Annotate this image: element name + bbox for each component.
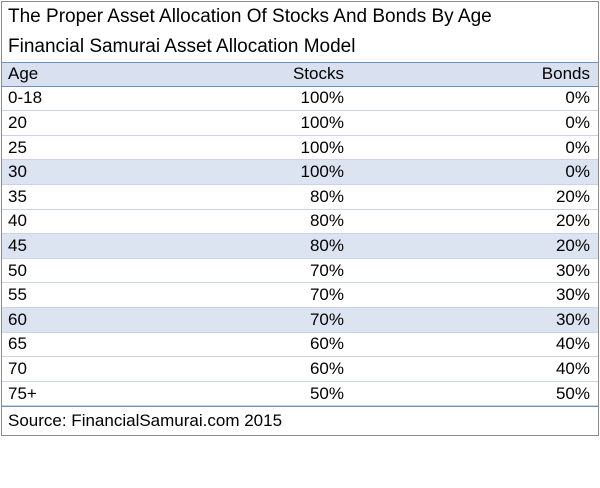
header-age: Age <box>8 64 39 84</box>
cell-bonds: 0% <box>565 112 590 132</box>
cell-age: 30 <box>8 162 27 182</box>
cell-age: 50 <box>8 260 27 280</box>
table-title: The Proper Asset Allocation Of Stocks An… <box>2 2 598 32</box>
cell-age: 55 <box>8 285 27 305</box>
cell-stocks: 70% <box>309 260 344 280</box>
cell-stocks: 80% <box>309 235 344 255</box>
cell-bonds: 0% <box>565 162 590 182</box>
cell-bonds: 30% <box>555 309 590 329</box>
table-row: 55 70% 30% <box>2 283 598 308</box>
cell-age: 60 <box>8 309 27 329</box>
cell-bonds: 50% <box>555 383 590 403</box>
cell-stocks: 50% <box>309 383 344 403</box>
header-bonds: Bonds <box>541 64 590 84</box>
cell-stocks: 60% <box>309 358 344 378</box>
cell-stocks: 100% <box>300 88 344 108</box>
cell-bonds: 20% <box>555 235 590 255</box>
cell-stocks: 80% <box>309 211 344 231</box>
table-row: 75+ 50% 50% <box>2 381 598 407</box>
cell-bonds: 30% <box>555 260 590 280</box>
source-note: Source: FinancialSamurai.com 2015 <box>2 406 598 435</box>
cell-stocks: 80% <box>309 186 344 206</box>
cell-age: 0-18 <box>8 88 43 108</box>
cell-age: 25 <box>8 137 27 157</box>
cell-age: 65 <box>8 334 27 354</box>
table-row: 50 70% 30% <box>2 258 598 284</box>
cell-bonds: 40% <box>555 358 590 378</box>
allocation-table: The Proper Asset Allocation Of Stocks An… <box>1 1 599 437</box>
table-row: 60 70% 30% <box>2 307 598 333</box>
cell-age: 40 <box>8 211 27 231</box>
cell-age: 35 <box>8 186 27 206</box>
header-stocks: Stocks <box>292 64 344 84</box>
table-row: 20 100% 0% <box>2 111 598 136</box>
cell-bonds: 40% <box>555 334 590 354</box>
table-row: 65 60% 40% <box>2 332 598 358</box>
cell-stocks: 60% <box>309 334 344 354</box>
cell-bonds: 0% <box>565 137 590 157</box>
cell-bonds: 0% <box>565 88 590 108</box>
cell-bonds: 20% <box>555 211 590 231</box>
table-body: 0-18 100% 0% 20 100% 0% 25 100% 0% 30 10… <box>2 86 598 407</box>
table-subtitle: Financial Samurai Asset Allocation Model <box>2 32 598 62</box>
cell-stocks: 70% <box>309 309 344 329</box>
cell-bonds: 20% <box>555 186 590 206</box>
cell-stocks: 70% <box>309 285 344 305</box>
cell-age: 45 <box>8 235 27 255</box>
table-row: 40 80% 20% <box>2 209 598 235</box>
cell-bonds: 30% <box>555 285 590 305</box>
table-row: 0-18 100% 0% <box>2 86 598 112</box>
table-row: 25 100% 0% <box>2 135 598 161</box>
table-row: 35 80% 20% <box>2 184 598 210</box>
table-header-row: Age Stocks Bonds <box>2 62 598 87</box>
cell-age: 20 <box>8 112 27 132</box>
cell-age: 70 <box>8 358 27 378</box>
cell-stocks: 100% <box>300 162 344 182</box>
cell-stocks: 100% <box>300 112 344 132</box>
table-row: 70 60% 40% <box>2 357 598 382</box>
cell-stocks: 100% <box>300 137 344 157</box>
table-row: 45 80% 20% <box>2 234 598 259</box>
cell-age: 75+ <box>8 383 37 403</box>
table-row: 30 100% 0% <box>2 160 598 185</box>
